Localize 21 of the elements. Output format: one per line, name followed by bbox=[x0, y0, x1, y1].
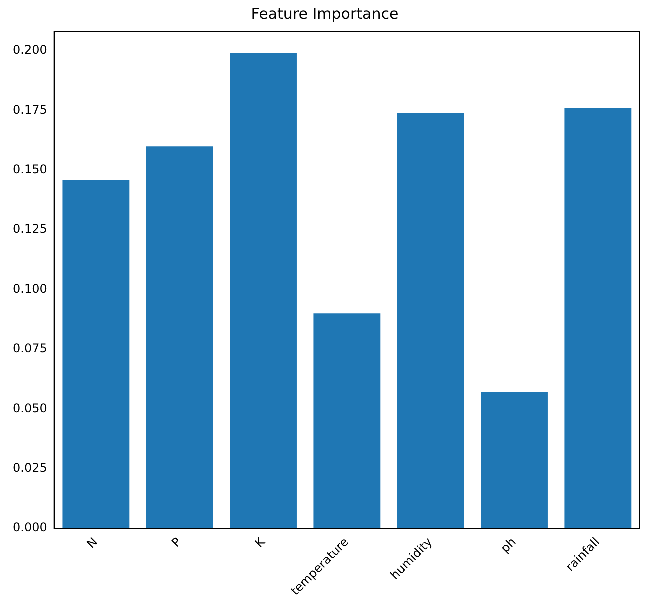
x-tick-label: ph bbox=[498, 535, 519, 556]
x-tick-label: K bbox=[252, 534, 269, 550]
x-tick-label: P bbox=[169, 535, 184, 550]
y-tick-label: 0.175 bbox=[12, 102, 48, 117]
y-tick-label: 0.100 bbox=[12, 282, 48, 296]
y-tick-label: 0.200 bbox=[12, 43, 48, 58]
bar bbox=[481, 392, 548, 528]
y-tick-label: 0.150 bbox=[12, 162, 48, 177]
x-tick-label: N bbox=[84, 535, 101, 552]
bar bbox=[314, 314, 381, 528]
chart-title: Feature Importance bbox=[251, 4, 399, 23]
bar bbox=[62, 180, 130, 528]
bar bbox=[564, 108, 632, 528]
bar bbox=[397, 113, 464, 528]
y-tick-label: 0.025 bbox=[12, 460, 48, 475]
y-tick-label: 0.125 bbox=[12, 222, 48, 236]
bar bbox=[146, 146, 214, 528]
bar bbox=[230, 53, 297, 528]
y-tick-label: 0.075 bbox=[12, 342, 48, 356]
y-tick-label: 0.050 bbox=[12, 401, 48, 416]
y-tick-label: 0.000 bbox=[12, 520, 48, 535]
